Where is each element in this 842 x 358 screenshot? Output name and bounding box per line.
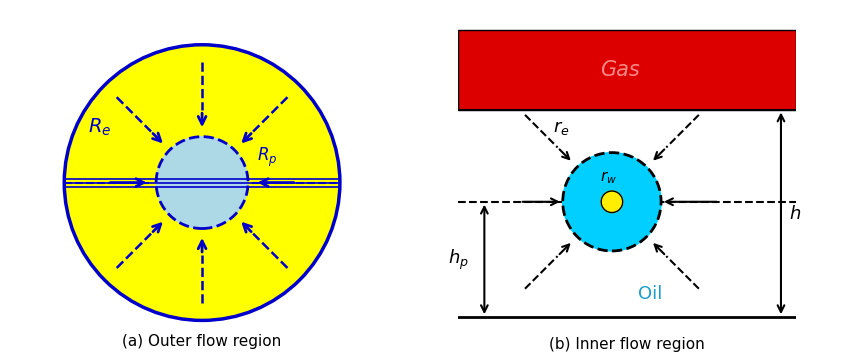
Circle shape — [601, 191, 623, 213]
Text: $R_p$: $R_p$ — [257, 146, 278, 169]
Text: (a) Outer flow region: (a) Outer flow region — [122, 334, 282, 349]
Text: $R_e$: $R_e$ — [88, 117, 111, 138]
Text: (b) Inner flow region: (b) Inner flow region — [550, 337, 705, 352]
Circle shape — [64, 45, 340, 320]
Text: $h$: $h$ — [789, 205, 801, 223]
Circle shape — [562, 153, 661, 251]
Circle shape — [156, 137, 248, 228]
Text: Oil: Oil — [638, 285, 663, 303]
Text: $h_p$: $h_p$ — [448, 248, 469, 272]
Text: $r_e$: $r_e$ — [553, 119, 569, 137]
Bar — [458, 30, 797, 110]
Text: Gas: Gas — [600, 60, 639, 79]
Text: $r_w$: $r_w$ — [600, 170, 617, 187]
